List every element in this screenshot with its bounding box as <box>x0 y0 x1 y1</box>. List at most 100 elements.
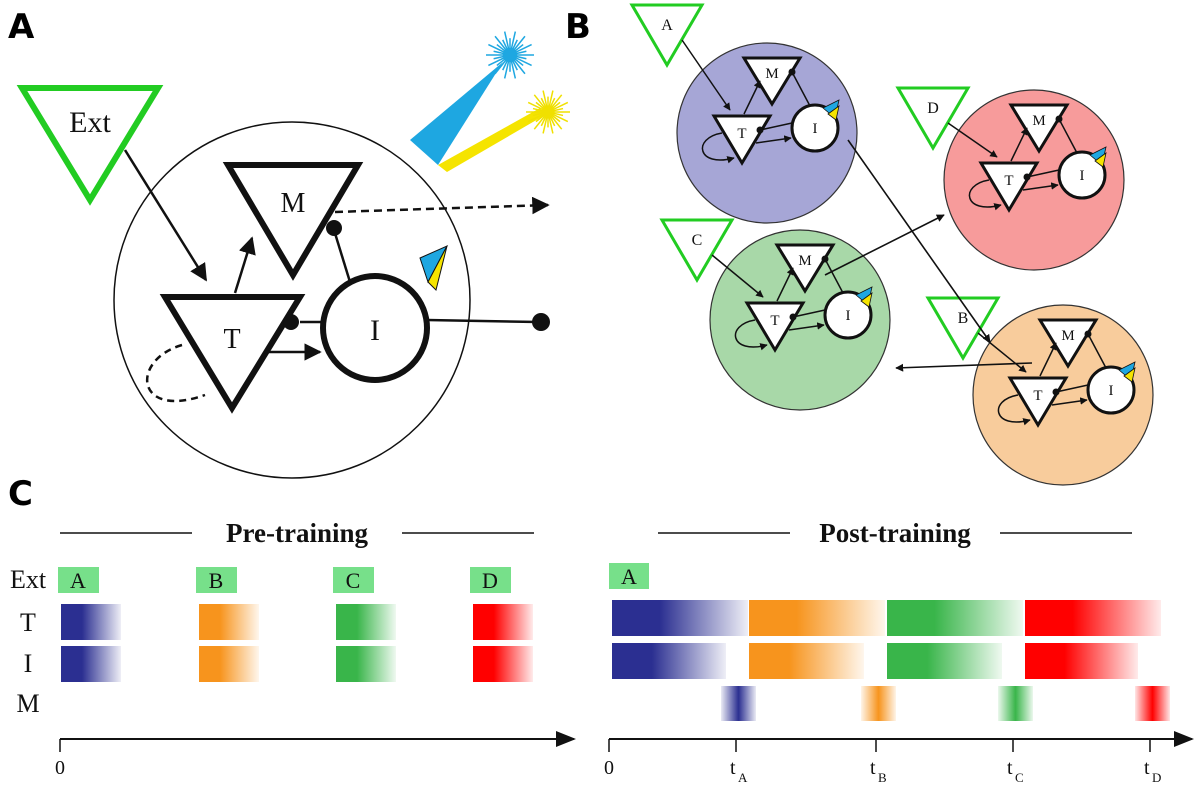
i-circle <box>1057 150 1107 200</box>
tick-label-td: t <box>1144 757 1150 779</box>
module-c: C M T I <box>659 218 891 411</box>
pre-t-bar-b <box>199 604 259 640</box>
module-b: B M T I <box>925 296 1154 486</box>
m-triangle <box>222 162 364 281</box>
post-training-title: Post-training <box>819 518 971 548</box>
t-to-i-arrow <box>755 135 792 144</box>
ext-to-t-arrow <box>711 254 764 298</box>
module-a-to-b-arrow <box>847 139 991 343</box>
yellow-light-source-icon <box>526 90 570 134</box>
post-stimulus-box-a <box>609 563 649 589</box>
opsin-yellow-icon <box>427 245 448 291</box>
stimulus-box-a <box>58 567 99 593</box>
i-label: I <box>1080 168 1085 184</box>
post-t-bar-b <box>749 600 885 636</box>
light-core <box>502 47 518 63</box>
row-label-t: T <box>20 608 36 637</box>
m-label: M <box>1061 328 1074 344</box>
blue-light-source-icon <box>486 31 534 79</box>
i-to-t-inhibit <box>1055 384 1089 393</box>
post-i-bar-d <box>1025 643 1138 679</box>
t-label: T <box>737 126 746 142</box>
post-m-pulse-b <box>861 686 896 721</box>
module-b-to-c-arrow <box>895 362 1033 372</box>
panel-b-network: B M T I C M T I D M T I A M T I <box>629 3 1154 486</box>
ext-label: Ext <box>69 106 111 139</box>
pre-t-bar-d <box>473 604 533 640</box>
module-circle <box>943 89 1125 271</box>
t-self-loop <box>734 319 768 351</box>
light-core <box>541 105 555 119</box>
t-to-i-arrow <box>1022 182 1059 191</box>
i-label: I <box>1109 383 1114 399</box>
pre-t-bar-c <box>336 604 396 640</box>
i-circle <box>1086 365 1136 415</box>
stimulus-box-b <box>196 567 237 593</box>
pre-t-bar-a <box>61 604 121 640</box>
t-self-loop <box>968 179 1002 211</box>
t-self-loop <box>997 394 1031 426</box>
i-label: I <box>370 314 380 347</box>
ext-triangle <box>16 85 164 206</box>
stimulus-box-d <box>470 567 511 593</box>
t-to-m-arrow <box>743 80 761 115</box>
i-output-line <box>426 318 539 324</box>
m-label: M <box>1032 113 1045 129</box>
t-to-i-arrow <box>1051 397 1088 406</box>
i-circle <box>320 273 430 383</box>
t-self-loop-dashed <box>145 343 206 403</box>
tick-label-ta: t <box>730 757 736 779</box>
stimulus-label: C <box>346 568 361 593</box>
i-to-t-inhibit <box>759 122 793 131</box>
i-to-m-inhibit <box>1087 333 1107 369</box>
row-label-ext: Ext <box>10 565 47 594</box>
post-axis-zero: 0 <box>604 757 614 779</box>
i-label: I <box>813 121 818 137</box>
opsin-yellow-icon <box>827 105 840 121</box>
pre-i-bar-a <box>61 646 121 682</box>
module-c-to-d-arrow <box>824 214 945 276</box>
t-label: T <box>1033 388 1042 404</box>
opsin-yellow-icon <box>1094 152 1107 168</box>
tick-subscript-c: C <box>1015 770 1024 785</box>
opsin-yellow-icon <box>860 292 873 308</box>
module-circle <box>709 229 891 411</box>
t-triangle <box>744 301 806 353</box>
i-to-m-inhibit <box>1058 118 1078 154</box>
pre-axis-zero: 0 <box>55 757 65 779</box>
i-to-m-inhibit <box>824 258 844 294</box>
panel-a-circuit: Ext M T I <box>16 31 570 479</box>
i-output-synapse <box>532 313 550 331</box>
panel-label-c: C <box>8 474 33 514</box>
t-label: T <box>223 324 240 355</box>
t-self-loop <box>701 132 735 164</box>
module-circle <box>972 304 1154 486</box>
post-t-bar-a <box>612 600 748 636</box>
m-label: M <box>281 188 306 219</box>
row-label-i: I <box>24 649 33 678</box>
m-output-dashed-arrow <box>334 196 550 215</box>
panel-label-b: B <box>565 7 591 47</box>
tick-subscript-b: B <box>878 770 887 785</box>
ext-label: C <box>692 232 703 249</box>
blue-light-beam <box>410 62 503 165</box>
module-circle <box>113 121 471 479</box>
i-to-m-inhibit <box>791 71 811 107</box>
t-to-m-arrow <box>233 236 256 294</box>
post-t-bar-c <box>887 600 1023 636</box>
i-label: I <box>846 308 851 324</box>
ext-label: A <box>661 17 673 34</box>
module-d: D M T I <box>895 86 1125 271</box>
t-triangle <box>978 161 1040 213</box>
inhibitory-synapse-m <box>326 220 342 236</box>
ext-to-t-arrow <box>123 149 208 282</box>
post-i-bar-c <box>887 643 1002 679</box>
m-label: M <box>765 66 778 82</box>
i-to-t-inhibit <box>792 309 826 318</box>
opsin-yellow-icon <box>1123 367 1136 383</box>
module-a: A M T I <box>629 3 858 224</box>
ext-triangle <box>895 86 971 151</box>
ext-to-t-arrow <box>681 39 731 111</box>
module-circle <box>676 42 858 224</box>
post-stimulus-label: A <box>621 564 637 589</box>
